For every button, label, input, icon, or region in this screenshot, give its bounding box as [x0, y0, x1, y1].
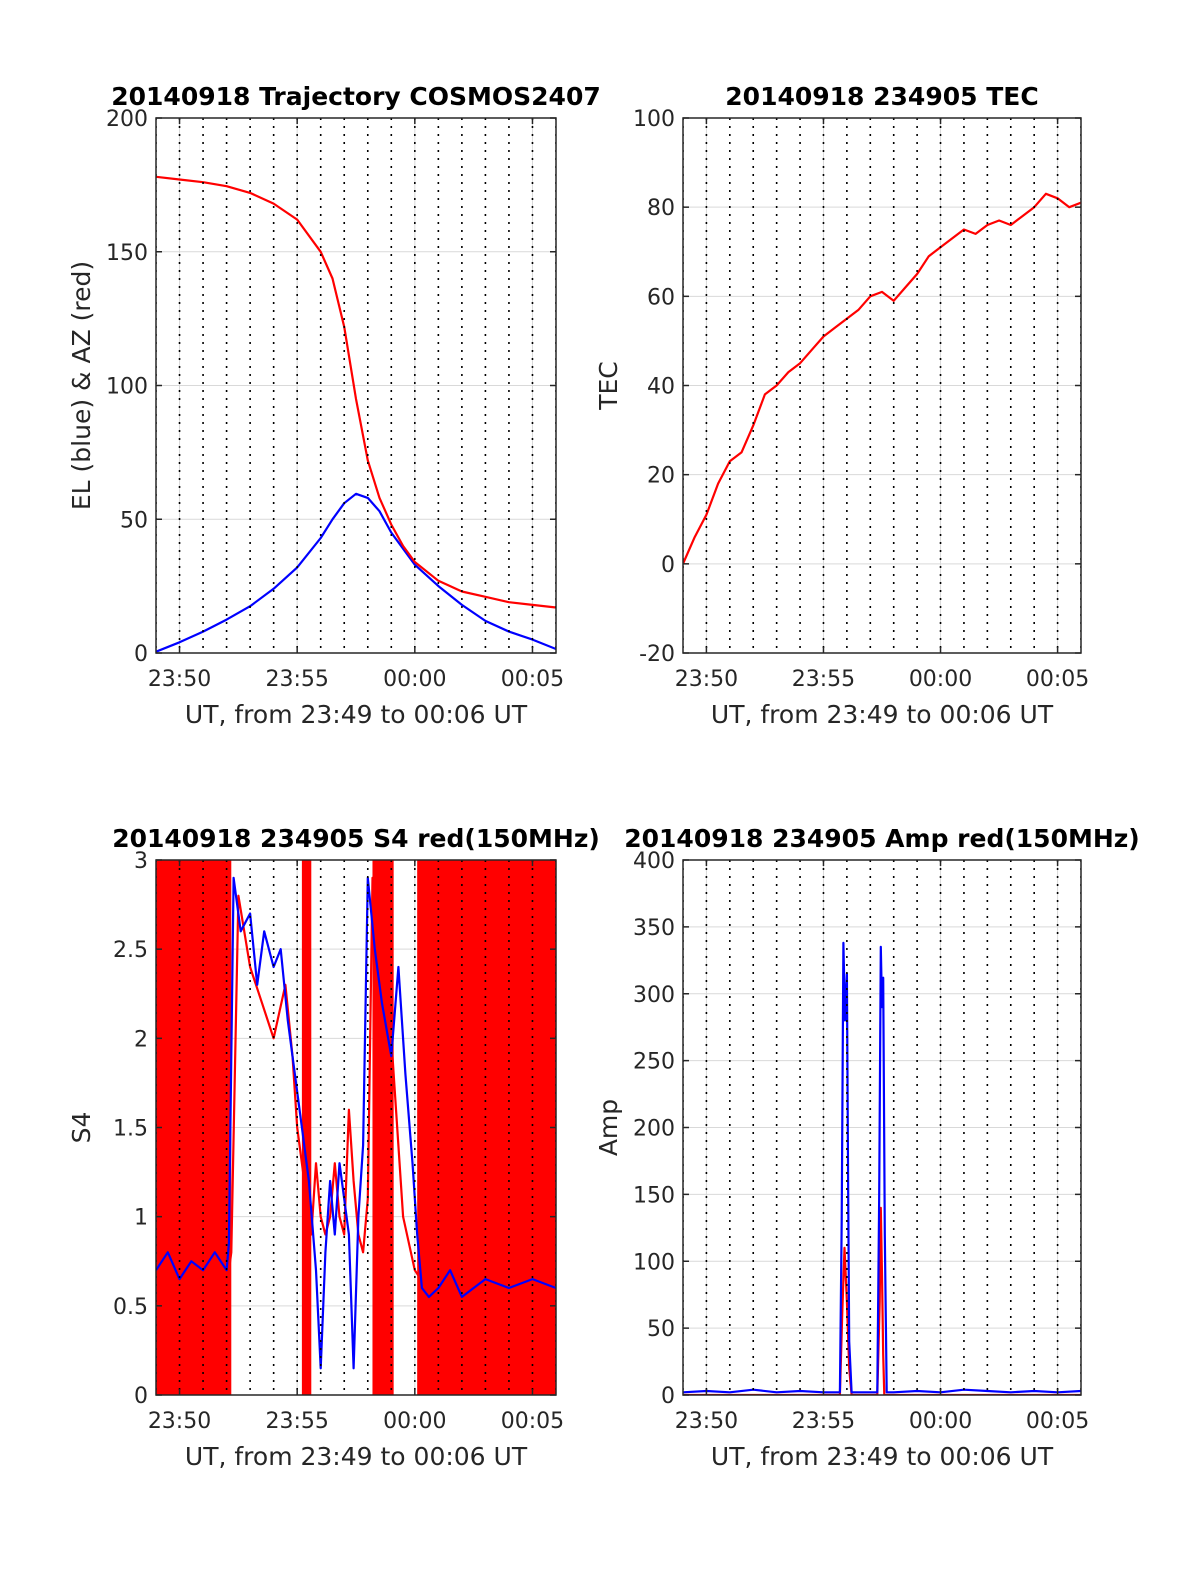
y-tick-label: 100 [633, 107, 675, 132]
y-axis-label: TEC [594, 361, 623, 411]
chart-panel-2: -20 0 20 40 60 80 100 23:50 23:55 00:00 00:05 20140… [594, 82, 1089, 729]
x-axis-label: UT, from 23:49 to 00:06 UT [711, 1442, 1054, 1471]
y-tick-label: 300 [633, 983, 675, 1008]
y-tick-label: 2 [134, 1027, 148, 1052]
y-tick-label: 1 [134, 1206, 148, 1231]
series-line-blue [156, 492, 556, 653]
x-tick-label: 00:05 [1026, 667, 1089, 692]
y-tick-label: 0 [661, 553, 675, 578]
x-tick-label: 23:55 [265, 667, 328, 692]
y-tick-label: 200 [633, 1117, 675, 1142]
series-line-red [156, 175, 556, 609]
plot-content [683, 118, 1081, 653]
red-fill-block [301, 860, 312, 1395]
y-tick-label: 350 [633, 916, 675, 941]
y-tick-label: -20 [639, 642, 675, 667]
y-tick-label: 50 [120, 508, 148, 533]
x-tick-label: 00:05 [501, 667, 564, 692]
x-axis-label: UT, from 23:49 to 00:06 UT [711, 700, 1054, 729]
y-tick-label: 80 [647, 196, 675, 221]
series-line-red [156, 876, 556, 1290]
chart-title: 20140918 234905 Amp red(150MHz) [624, 824, 1140, 853]
y-tick-label: 2.5 [113, 938, 148, 963]
y-tick-label: 3 [134, 849, 148, 874]
y-tick-label: 20 [647, 464, 675, 489]
x-tick-label: 23:50 [675, 667, 738, 692]
x-tick-label: 23:50 [148, 1409, 211, 1434]
chart-title: 20140918 234905 S4 red(150MHz) [112, 824, 600, 853]
y-tick-label: 0.5 [113, 1295, 148, 1320]
chart-panel-3: 0 0.5 1 1.5 2 2.5 3 23:50 23:55 00:00 00:05 2014091… [67, 824, 600, 1471]
red-fill-block [372, 860, 394, 1395]
series-line-blue [156, 876, 556, 1370]
x-tick-label: 00:00 [909, 1409, 972, 1434]
series-line-red [683, 192, 1081, 565]
x-tick-label: 23:50 [148, 667, 211, 692]
y-tick-label: 0 [134, 1384, 148, 1409]
y-tick-label: 200 [106, 107, 148, 132]
y-tick-label: 100 [633, 1250, 675, 1275]
y-tick-label: 250 [633, 1050, 675, 1075]
plot-content [683, 860, 1081, 1395]
x-tick-label: 23:55 [792, 1409, 855, 1434]
y-tick-label: 0 [134, 642, 148, 667]
x-tick-label: 00:00 [383, 667, 446, 692]
x-tick-label: 00:00 [909, 667, 972, 692]
y-tick-label: 150 [633, 1183, 675, 1208]
series-line-red [683, 1206, 1081, 1395]
y-axis-label: S4 [67, 1112, 96, 1144]
red-fill-block [156, 860, 232, 1395]
x-tick-label: 00:05 [1026, 1409, 1089, 1434]
chart-panel-1: 0 50 100 150 200 23:50 23:55 00:00 00:05 20140918… [67, 82, 601, 729]
plot-content [156, 860, 556, 1395]
y-tick-label: 150 [106, 241, 148, 266]
x-tick-label: 23:50 [675, 1409, 738, 1434]
y-tick-label: 40 [647, 375, 675, 400]
series-line-blue [683, 941, 1081, 1394]
chart-panel-4: 0 50 100 150 200 250 300 350 400 23:50 23:55 00:00 0… [594, 824, 1140, 1471]
y-tick-label: 1.5 [113, 1117, 148, 1142]
x-tick-label: 00:05 [501, 1409, 564, 1434]
y-tick-label: 50 [647, 1317, 675, 1342]
chart-title: 20140918 234905 TEC [725, 82, 1038, 111]
y-tick-label: 60 [647, 285, 675, 310]
y-tick-label: 100 [106, 375, 148, 400]
x-tick-label: 00:00 [383, 1409, 446, 1434]
plot-content [156, 118, 556, 653]
x-tick-label: 23:55 [265, 1409, 328, 1434]
y-tick-label: 400 [633, 849, 675, 874]
y-tick-label: 0 [661, 1384, 675, 1409]
x-axis-label: UT, from 23:49 to 00:06 UT [185, 1442, 528, 1471]
y-axis-label: Amp [594, 1099, 623, 1156]
x-tick-label: 23:55 [792, 667, 855, 692]
chart-title: 20140918 Trajectory COSMOS2407 [111, 82, 601, 111]
y-axis-label: EL (blue) & AZ (red) [67, 261, 96, 510]
x-axis-label: UT, from 23:49 to 00:06 UT [185, 700, 528, 729]
